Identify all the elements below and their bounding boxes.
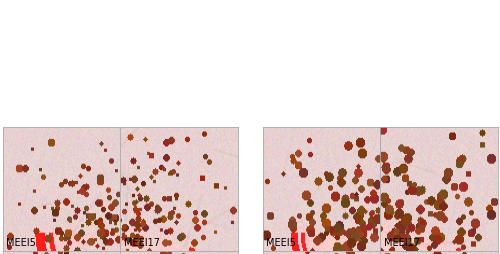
- Text: MEEI17: MEEI17: [384, 238, 420, 248]
- Text: MEEI5: MEEI5: [6, 238, 36, 248]
- Text: MEEI17: MEEI17: [124, 238, 160, 248]
- Text: MEEI5: MEEI5: [266, 238, 296, 248]
